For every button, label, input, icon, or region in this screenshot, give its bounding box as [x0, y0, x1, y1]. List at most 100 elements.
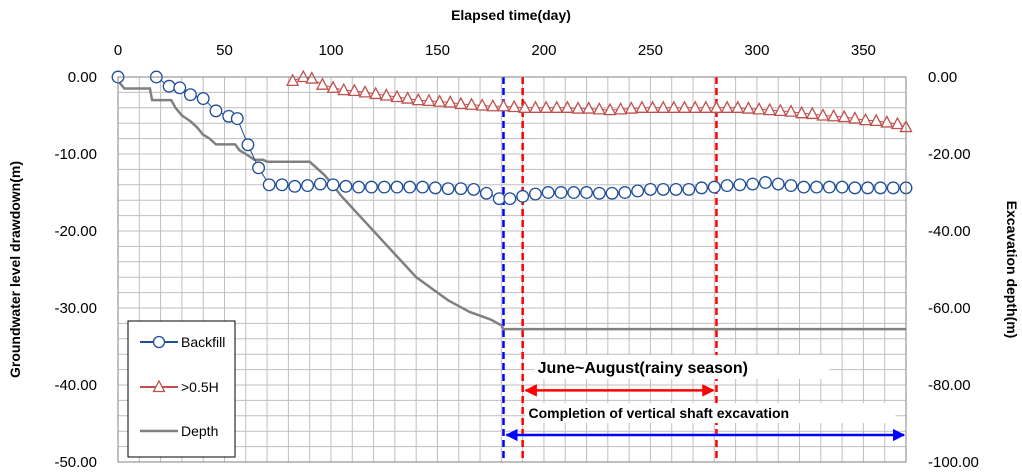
half-h-marker — [507, 99, 521, 113]
backfill-marker — [301, 179, 314, 193]
half-h-marker — [880, 115, 894, 128]
half-h-marker — [656, 100, 670, 113]
backfill-marker — [567, 186, 581, 199]
y-tick-label: -30.00 — [54, 300, 97, 317]
backfill-marker — [428, 181, 442, 195]
half-h-marker — [326, 80, 340, 93]
half-h-marker — [347, 83, 361, 97]
half-h-marker — [464, 97, 479, 110]
completion-label-bg — [525, 403, 896, 423]
half-h-marker — [454, 96, 468, 110]
half-h-marker — [805, 106, 819, 120]
half-h-marker — [390, 89, 404, 103]
half-h-marker — [528, 100, 543, 113]
half-h-marker — [720, 100, 734, 113]
half-h-marker — [337, 82, 351, 96]
backfill-marker — [771, 177, 785, 191]
half-h-marker — [816, 108, 830, 121]
backfill-marker — [313, 177, 327, 191]
half-h-marker — [869, 113, 883, 127]
half-h-marker — [286, 73, 300, 86]
half-h-series — [286, 69, 913, 133]
x-tick-label: 200 — [531, 42, 556, 59]
half-h-marker — [741, 101, 755, 114]
backfill-marker — [541, 186, 555, 199]
plot-frame — [117, 76, 907, 463]
backfill-marker — [848, 181, 862, 195]
half-h-marker — [848, 111, 862, 124]
backfill-series — [111, 70, 913, 206]
backfill-marker — [503, 192, 517, 206]
half-h-marker — [635, 100, 649, 113]
x-tick-label: 350 — [851, 42, 876, 59]
half-h-marker — [667, 100, 681, 113]
y2-tick-label: -20.00 — [928, 146, 971, 163]
tick-labels: 0 50 100 150 200 250 300 350 0.00 -10.00 -20.00 -30… — [54, 42, 978, 471]
y2-tick-label: 0.00 — [928, 69, 957, 86]
half-h-marker — [571, 101, 585, 114]
x-tick-label: 0 — [114, 42, 122, 59]
half-h-marker — [550, 100, 564, 113]
backfill-marker — [403, 180, 417, 194]
depth-line — [117, 80, 906, 331]
backfill-marker — [758, 176, 772, 189]
y2-tick-label: -60.00 — [928, 300, 971, 317]
backfill-marker — [643, 182, 657, 196]
x-tick-label: 150 — [425, 42, 450, 59]
backfill-marker — [275, 178, 289, 192]
backfill-marker — [352, 180, 366, 194]
depth-series — [117, 80, 906, 331]
backfill-marker — [835, 180, 849, 194]
half-h-marker — [296, 69, 310, 83]
y-tick-label: -10.00 — [54, 146, 97, 163]
legend-label: Depth — [181, 423, 218, 439]
backfill-marker — [797, 180, 811, 194]
half-h-marker — [763, 102, 777, 116]
backfill-marker — [669, 182, 683, 196]
half-h-marker — [624, 101, 638, 114]
annotations: June~August(rainy season) Completion of v… — [505, 355, 906, 442]
reference-lines — [502, 77, 718, 462]
half-h-marker — [731, 100, 745, 113]
half-h-marker — [411, 92, 425, 106]
backfill-marker — [528, 187, 542, 201]
backfill-marker — [605, 186, 619, 200]
half-h-marker — [645, 100, 660, 113]
half-h-marker — [837, 109, 851, 123]
backfill-marker — [707, 180, 721, 194]
half-h-marker — [305, 71, 319, 84]
half-h-marker — [592, 101, 606, 115]
backfill-marker — [326, 178, 340, 192]
backfill-marker — [183, 88, 197, 102]
backfill-marker — [733, 178, 747, 192]
backfill-marker — [720, 179, 734, 193]
y-tick-label: 0.00 — [68, 69, 97, 86]
legend-label: >0.5H — [181, 379, 219, 395]
backfill-marker — [492, 192, 506, 206]
backfill-marker — [861, 181, 875, 195]
backfill-marker — [241, 138, 255, 152]
backfill-marker — [454, 182, 468, 196]
half-h-marker — [858, 112, 873, 126]
backfill-marker — [516, 189, 530, 203]
legend-marker — [152, 335, 166, 349]
half-h-marker — [795, 105, 809, 119]
half-h-marker — [677, 100, 692, 113]
backfill-marker — [467, 182, 481, 196]
half-h-marker — [401, 91, 415, 104]
y2-tick-label: -100.00 — [928, 454, 979, 471]
x-tick-label: 250 — [638, 42, 663, 59]
backfill-marker — [580, 186, 593, 199]
backfill-marker — [554, 186, 568, 199]
half-h-marker — [890, 116, 905, 130]
backfill-marker — [230, 112, 244, 126]
legend-marker — [152, 379, 166, 393]
half-h-marker — [358, 84, 372, 98]
backfill-marker — [262, 178, 276, 192]
backfill-marker — [886, 181, 900, 195]
half-h-marker — [315, 77, 330, 90]
legend: Backfill >0.5H Depth — [127, 320, 236, 458]
backfill-marker — [618, 186, 632, 199]
backfill-marker — [441, 182, 455, 196]
